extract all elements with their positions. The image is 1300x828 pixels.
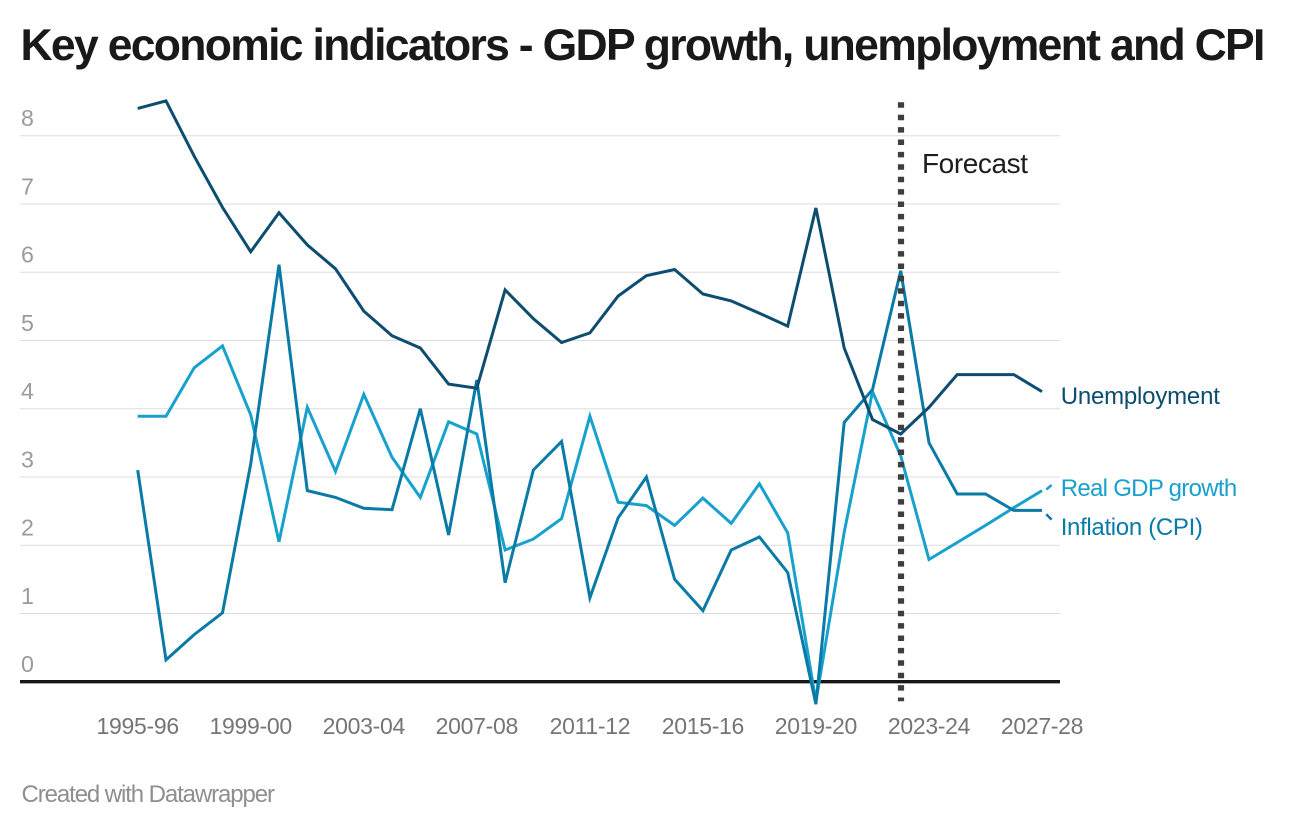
svg-text:Inflation (CPI): Inflation (CPI) — [1061, 514, 1203, 541]
svg-text:Real GDP growth: Real GDP growth — [1061, 475, 1237, 502]
svg-text:2003-04: 2003-04 — [323, 713, 406, 739]
svg-text:2007-08: 2007-08 — [436, 713, 518, 739]
svg-text:Forecast: Forecast — [922, 148, 1028, 179]
svg-text:3: 3 — [21, 447, 34, 473]
svg-text:1: 1 — [21, 583, 34, 609]
svg-text:2027-28: 2027-28 — [1001, 713, 1083, 739]
svg-text:6: 6 — [21, 242, 34, 268]
svg-text:Unemployment: Unemployment — [1061, 383, 1221, 410]
svg-text:2019-20: 2019-20 — [775, 713, 857, 739]
svg-text:2011-12: 2011-12 — [550, 713, 631, 739]
svg-text:2015-16: 2015-16 — [662, 713, 744, 739]
svg-text:0: 0 — [21, 651, 34, 677]
svg-text:2023-24: 2023-24 — [888, 713, 971, 739]
svg-text:7: 7 — [21, 174, 34, 200]
svg-text:2: 2 — [21, 515, 34, 541]
svg-text:Created with Datawrapper: Created with Datawrapper — [22, 781, 276, 808]
svg-text:Key economic indicators - GDP: Key economic indicators - GDP growth, un… — [21, 21, 1264, 70]
svg-text:4: 4 — [21, 378, 34, 404]
svg-text:1999-00: 1999-00 — [210, 713, 292, 739]
svg-text:1995-96: 1995-96 — [97, 713, 179, 739]
svg-text:5: 5 — [21, 310, 34, 336]
svg-text:8: 8 — [21, 105, 34, 131]
